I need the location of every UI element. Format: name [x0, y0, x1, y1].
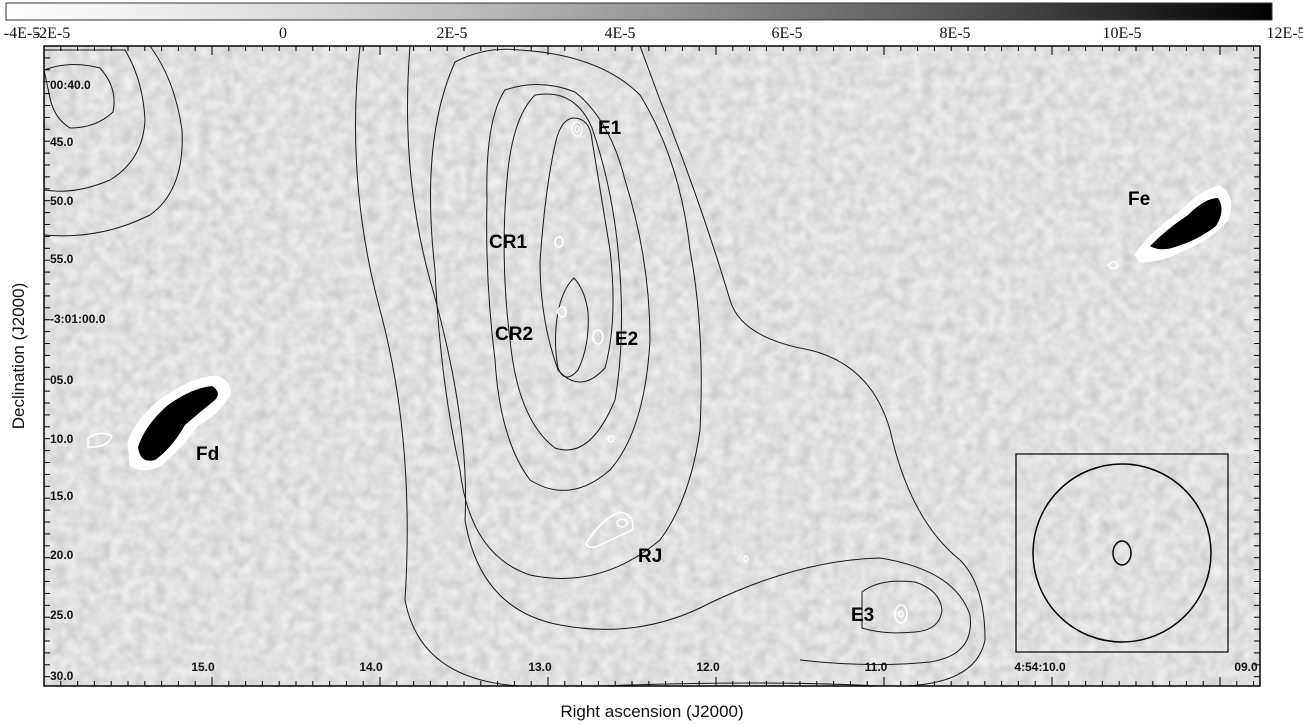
label-e3: E3 [851, 605, 874, 626]
x-tick-label: 09.0 [1234, 660, 1258, 674]
dark-contours [44, 46, 986, 686]
x-tick-labels: 15.0 14.0 13.0 12.0 11.0 4:54:10.0 09.0 [191, 660, 1258, 674]
y-axis-title: Declination (J2000) [9, 283, 28, 429]
dark-contour-6 [539, 117, 614, 383]
beam-large-circle [1032, 463, 1212, 643]
y-tick-label: 50.0 [50, 194, 74, 208]
y-tick-label: 25.0 [50, 608, 74, 622]
source-fd [87, 375, 231, 471]
y-tick-labels: 00:40.0 45.0 50.0 55.0 -3:01:00.0 05.0 10.0 15.… [50, 78, 106, 683]
source-fe [1107, 185, 1232, 270]
fd-core [138, 386, 218, 461]
colorbar-tick-label: 8E-5 [939, 25, 970, 42]
axis-tick-marks [43, 45, 1260, 686]
e1-inner [574, 125, 580, 133]
e2-contour [592, 329, 604, 345]
label-fd: Fd [196, 444, 219, 465]
beam-inset-box [1015, 453, 1229, 653]
colorbar-tick-label: 4E-5 [604, 25, 635, 42]
source-labels: E1 CR1 CR2 E2 Fd Fe RJ E3 [196, 118, 1150, 626]
fe-core [1150, 198, 1222, 250]
rj-contour [585, 511, 634, 548]
rj-inner [616, 518, 628, 528]
dark-contour-1 [355, 46, 986, 686]
colorbar: -4E-5-2E-5 0 2E-5 4E-5 6E-5 8E-5 10E-5 12E-5 [4, 2, 1303, 42]
colorbar-tick-label: 6E-5 [771, 25, 802, 42]
label-cr1: CR1 [489, 232, 527, 253]
small-blob-contour [607, 435, 615, 443]
dark-contour-5 [503, 93, 623, 451]
beam-inset [1015, 453, 1229, 653]
colorbar-tick-label: 12E-5 [1266, 25, 1303, 42]
compact-sources [554, 121, 908, 624]
label-rj: RJ [638, 546, 662, 567]
y-tick-label: 30.0 [50, 669, 74, 683]
y-tick-label: 20.0 [50, 548, 74, 562]
x-tick-label: 12.0 [696, 660, 720, 674]
x-tick-label: 14.0 [359, 660, 383, 674]
colorbar-tick-label: 0 [279, 25, 287, 42]
plot-frame [43, 45, 1261, 687]
dark-contour-2 [407, 46, 971, 666]
label-e1: E1 [598, 118, 622, 139]
dark-contour-e3 [861, 580, 943, 634]
x-tick-label: 13.0 [528, 660, 552, 674]
label-fe: Fe [1128, 189, 1150, 210]
colorbar-tick-label: -4E-5 [4, 25, 40, 42]
dark-contour-4 [486, 83, 651, 491]
y-tick-label: 45.0 [50, 135, 74, 149]
x-axis-title: Right ascension (J2000) [560, 702, 743, 721]
y-tick-label: 15.0 [50, 489, 74, 503]
y-tick-label: 05.0 [50, 373, 74, 387]
e1-contour [571, 121, 583, 137]
fe-side-blob [1107, 261, 1119, 270]
label-e2: E2 [615, 329, 638, 350]
fd-side-blob [87, 432, 113, 448]
dark-contour-upper-left-outer [44, 46, 183, 237]
y-tick-label: 55.0 [50, 252, 74, 266]
colorbar-tick-labels: -4E-5-2E-5 0 2E-5 4E-5 6E-5 8E-5 10E-5 12E-5 [4, 25, 1303, 42]
beam-small-ellipse [1112, 540, 1132, 566]
tiny-blob-contour [743, 555, 749, 563]
map-plot-area: E1 CR1 CR2 E2 Fd Fe RJ E3 [44, 46, 1260, 686]
dark-contour-upper-left-mid [44, 49, 146, 192]
x-tick-label: 15.0 [191, 660, 215, 674]
cr2-contour [557, 306, 567, 318]
x-tick-label: 4:54:10.0 [1014, 660, 1066, 674]
e3-inner [898, 610, 904, 618]
y-tick-label: 00:40.0 [50, 78, 91, 92]
colorbar-tick-label: 10E-5 [1102, 25, 1141, 42]
map-noise-texture [44, 46, 1260, 686]
colorbar-gradient [5, 2, 1273, 21]
dark-contour-3 [430, 48, 702, 579]
y-tick-label: -3:01:00.0 [50, 312, 106, 326]
colorbar-tick-label: -2E-5 [34, 25, 70, 42]
dark-contour-upper-left-inner [44, 64, 115, 129]
colorbar-tick-label: 2E-5 [436, 25, 467, 42]
label-cr2: CR2 [495, 324, 533, 345]
cr1-contour [554, 236, 564, 248]
x-tick-label: 11.0 [865, 660, 888, 674]
y-tick-label: 10.0 [50, 432, 74, 446]
e3-contour [894, 604, 908, 624]
